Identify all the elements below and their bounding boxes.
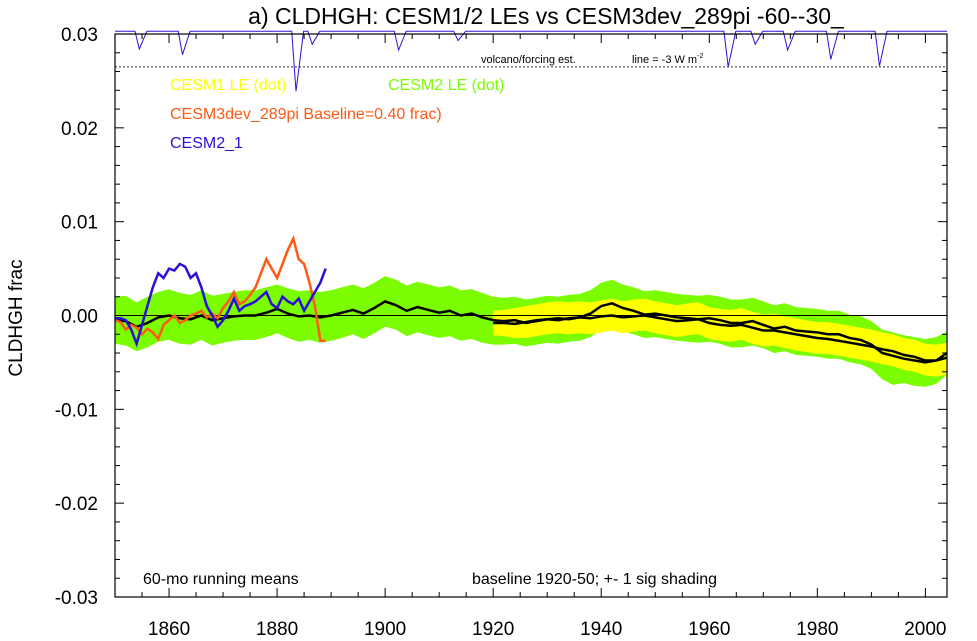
y-tick-label: -0.03: [55, 588, 98, 609]
legend-cesm3: CESM3dev_289pi Baseline=0.40 frac): [170, 106, 442, 123]
x-tick-label: 1980: [796, 619, 838, 640]
chart-title: a) CLDHGH: CESM1/2 LEs vs CESM3dev_289pi…: [248, 3, 845, 29]
y-tick-label: -0.02: [55, 494, 98, 515]
x-tick-label: 1920: [472, 619, 514, 640]
x-tick-label: 1900: [364, 619, 406, 640]
x-tick-label: 1940: [580, 619, 622, 640]
cesm1-spread-band: [493, 298, 947, 377]
y-tick-label: 0.00: [61, 307, 98, 328]
plot-area: 1860 1880 1900 1920 1940 1960 1980 2000 0.03 0.02…: [55, 25, 948, 640]
cesm1-ensemble-mean-line: [493, 314, 948, 362]
volcano-forcing-line: [115, 30, 947, 92]
legend-cesm2: CESM2 LE (dot): [388, 77, 504, 94]
y-axis-label: CLDHGH frac: [6, 259, 27, 376]
x-tick-label: 2000: [904, 619, 946, 640]
x-tick-label: 1860: [148, 619, 190, 640]
annotations: volcano/forcing est. line = -3 W m-2 60-…: [143, 53, 717, 588]
x-tick-label: 1880: [256, 619, 298, 640]
line-annotation-superscript: -2: [697, 53, 703, 60]
cesm3dev-line: [114, 234, 326, 343]
cesm2-1-line: [115, 262, 327, 348]
legend-cesm1: CESM1 LE (dot): [170, 77, 286, 94]
y-tick-label: 0.03: [61, 25, 98, 46]
running-means-note: 60-mo running means: [143, 571, 299, 588]
y-tick-label: 0.02: [61, 119, 98, 140]
line-annotation-text: line = -3 W m: [632, 54, 697, 66]
volcano-annotation: volcano/forcing est.: [481, 54, 576, 66]
y-tick-label: -0.01: [55, 400, 98, 421]
legend: CESM1 LE (dot) CESM2 LE (dot) CESM3dev_2…: [170, 77, 504, 152]
baseline-note: baseline 1920-50; +- 1 sig shading: [472, 571, 717, 588]
x-tick-label: 1960: [688, 619, 730, 640]
y-tick-label: 0.01: [61, 213, 98, 234]
legend-cesm2-1: CESM2_1: [170, 135, 243, 152]
line-annotation: line = -3 W m-2: [632, 53, 703, 66]
